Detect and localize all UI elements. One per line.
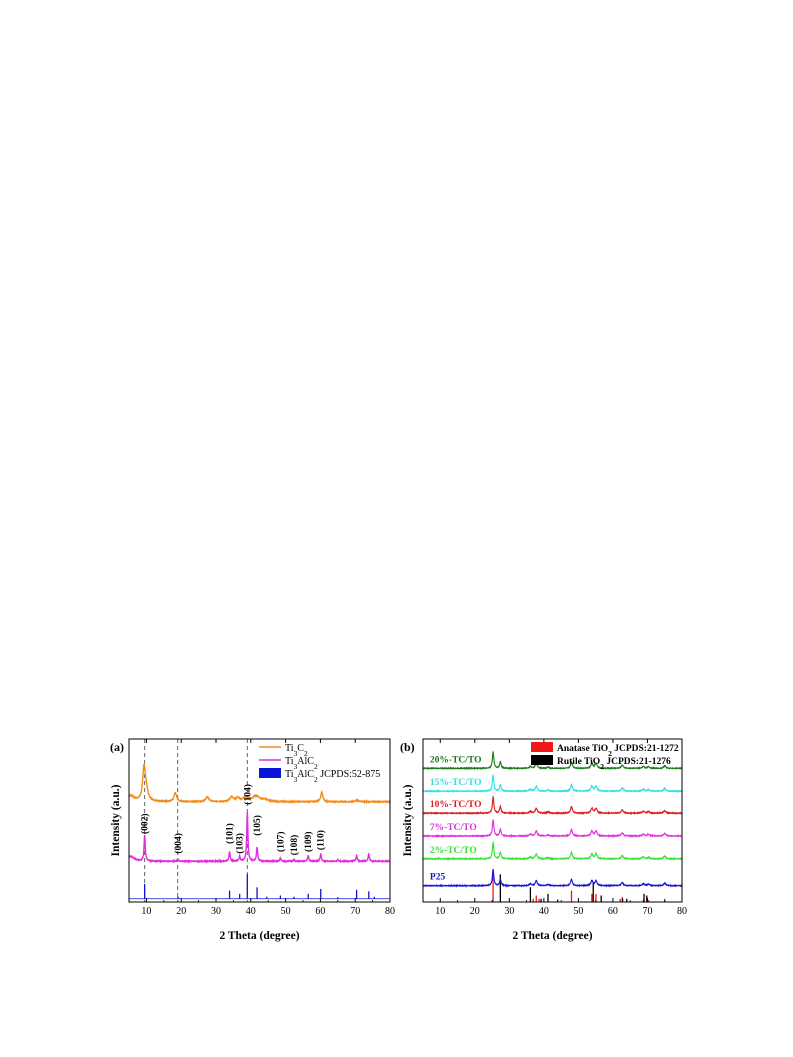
legend-label-part: 3	[294, 775, 298, 784]
series-line	[129, 812, 390, 864]
series-label: 20%-TC/TO	[430, 755, 482, 765]
legend-label-part: Ti	[285, 743, 294, 754]
legend-label-part: 3	[294, 749, 298, 758]
x-tick-label: 80	[385, 906, 395, 917]
legend-label-part: AlC	[297, 769, 314, 780]
x-tick-label: 30	[504, 906, 514, 917]
panel-label: (b)	[400, 740, 415, 754]
legend-label-part: JCPDS:21-1272	[612, 744, 679, 754]
hkl-annotation: (110)	[316, 830, 327, 850]
legend-label-part: JCPDS:52-875	[318, 769, 381, 780]
panel-b: (b) P25 2%-TC/TO 7%-TC/TO 10%-TC/TO 15%-TC/TO…	[400, 738, 687, 942]
series-line	[423, 840, 682, 861]
x-axis-label: 2 Theta (degree)	[512, 930, 592, 942]
legend-swatch-bar	[531, 755, 553, 765]
series-label: 7%-TC/TO	[430, 823, 477, 833]
series-line	[129, 762, 390, 805]
legend-label-part: Anatase TiO	[557, 744, 608, 754]
series-line	[423, 750, 682, 771]
legend-label-part: 3	[294, 762, 298, 771]
series-label: P25	[430, 873, 446, 883]
legend-label: Ti3AlC2	[285, 756, 318, 771]
y-axis-label: Intensity (a.u.)	[402, 784, 414, 856]
x-tick-label: 20	[470, 906, 480, 917]
x-tick-label: 10	[141, 906, 151, 917]
x-tick-label: 40	[539, 906, 549, 917]
legend-label-part: 2	[608, 749, 612, 758]
legend-label-part: Rutile TiO	[557, 757, 600, 767]
x-tick-label: 50	[573, 906, 583, 917]
x-tick-label: 80	[677, 906, 687, 917]
legend-label-part: C	[297, 743, 304, 754]
x-tick-label: 40	[246, 906, 256, 917]
x-tick-label: 60	[608, 906, 618, 917]
series-line	[423, 819, 682, 839]
legend-swatch-bar	[531, 742, 553, 752]
legend-label: Ti3C2	[285, 743, 308, 758]
legend-label-part: Ti	[285, 769, 294, 780]
legend-label: Ti3AlC2 JCPDS:52-875	[285, 769, 380, 784]
series-label: 15%-TC/TO	[430, 778, 482, 788]
series-line	[423, 795, 682, 816]
hkl-annotation: (107)	[275, 831, 286, 852]
x-tick-label: 30	[211, 906, 221, 917]
legend-label-part: AlC	[297, 756, 314, 767]
hkl-annotation: (105)	[252, 815, 263, 836]
y-axis-label: Intensity (a.u.)	[110, 784, 122, 856]
hkl-annotation: (101)	[225, 823, 236, 844]
x-axis-label: 2 Theta (degree)	[219, 930, 299, 942]
hkl-annotation: (103)	[235, 833, 246, 854]
legend-label: Anatase TiO2 JCPDS:21-1272	[557, 744, 679, 758]
series-line	[423, 868, 682, 888]
legend-label-part: Ti	[285, 756, 294, 767]
legend-label-part: JCPDS:21-1276	[604, 757, 671, 767]
plot-frame	[128, 738, 391, 903]
legend-label-part: 2	[314, 775, 318, 784]
hkl-annotation: (109)	[303, 831, 314, 852]
x-tick-label: 20	[176, 906, 186, 917]
x-tick-label: 70	[642, 906, 652, 917]
x-tick-label: 70	[350, 906, 360, 917]
hkl-annotation: (108)	[289, 835, 300, 856]
series-label: 2%-TC/TO	[430, 846, 477, 856]
x-tick-label: 50	[281, 906, 291, 917]
hkl-annotation: (004)	[173, 833, 184, 854]
hkl-annotation: (002)	[140, 813, 151, 834]
legend-label-part: 2	[600, 762, 604, 771]
plot-area	[423, 750, 682, 902]
x-tick-label: 60	[315, 906, 325, 917]
legend-swatch-bar	[259, 768, 281, 778]
legend-label-part: 2	[314, 762, 318, 771]
legend-label-part: 2	[304, 749, 308, 758]
legend-label: Rutile TiO2 JCPDS:21-1276	[557, 757, 671, 771]
series-line	[423, 774, 682, 794]
panel-label: (a)	[110, 740, 124, 754]
x-tick-label: 10	[435, 906, 445, 917]
plot-area	[129, 739, 390, 902]
hkl-annotation: (104)	[242, 784, 253, 805]
plot-frame	[422, 738, 683, 903]
panel-a: (a)(002)(004) (101) (103)(104)(105)(107) (1…	[110, 738, 395, 942]
series-label: 10%-TC/TO	[430, 800, 482, 810]
